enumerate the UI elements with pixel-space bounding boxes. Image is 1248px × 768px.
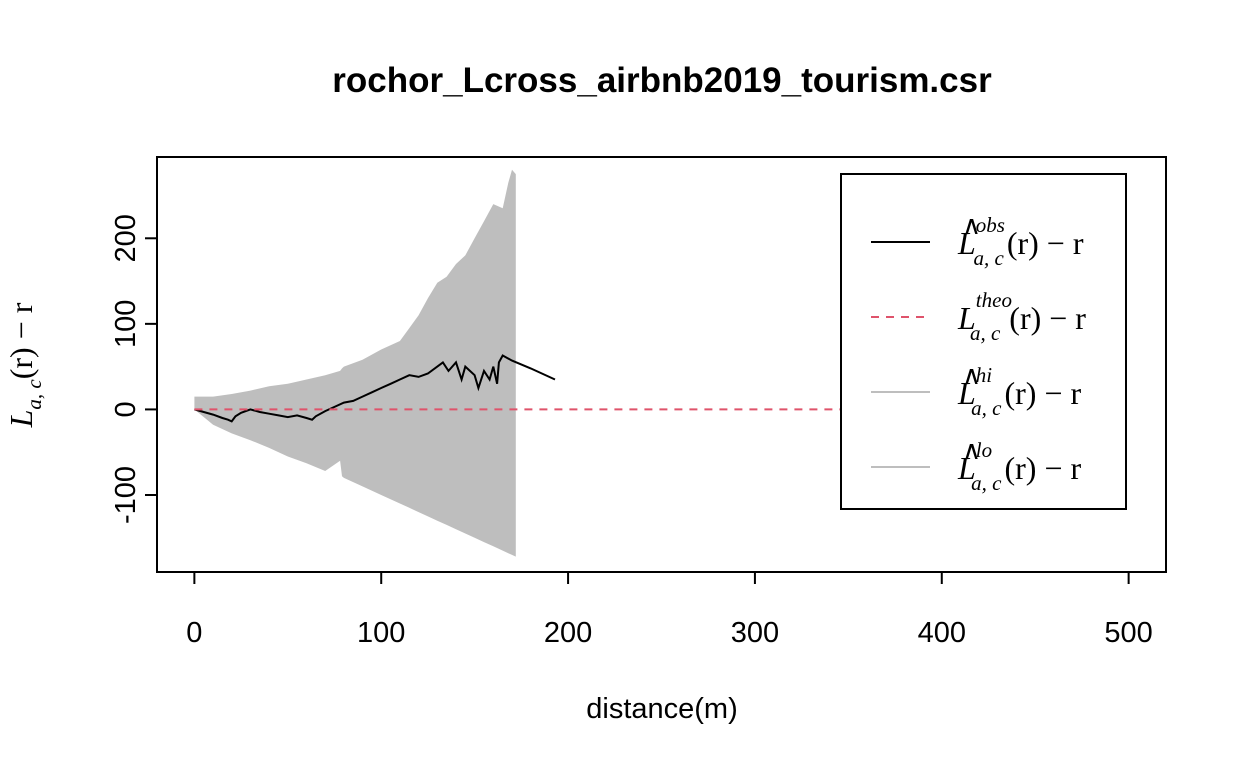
legend-label-lo: Llo a, c(r) − r [957, 438, 1081, 495]
x-axis-label: distance(m) [586, 693, 738, 725]
legend-label-hi: Lhi a, c(r) − r [957, 363, 1081, 420]
x-tick-label: 500 [1104, 617, 1152, 649]
y-axis-label-rest: (r) − r [3, 302, 39, 379]
chart-title: rochor_Lcross_airbnb2019_tourism.csr [332, 61, 992, 100]
legend-label-obs: Lobs a, c(r) − r [957, 213, 1084, 270]
y-axis-label-base: L [3, 410, 39, 429]
series-layer [194, 354, 1073, 423]
y-axis-label: La, c(r) − r [3, 302, 46, 428]
legend-item-lo: ∧Llo a, c(r) − r [871, 436, 1081, 495]
x-tick-label: 300 [731, 617, 779, 649]
y-tick-label: 100 [110, 300, 142, 348]
x-tick-label: 200 [544, 617, 592, 649]
series-obs-line [194, 354, 556, 423]
legend-item-obs: ∧Lobs a, c(r) − r [871, 211, 1084, 270]
legend-hat-lo: ∧ [962, 436, 981, 465]
legend-label-theo: Ltheo a, c (r) − r [957, 288, 1086, 345]
x-axis: 0 100 200 300 400 500 [186, 571, 1153, 649]
y-axis-label-sub: a, c [22, 379, 46, 410]
y-tick-label: -100 [110, 466, 142, 524]
x-tick-label: 0 [186, 617, 202, 649]
x-tick-label: 100 [357, 617, 405, 649]
y-tick-label: 0 [110, 401, 142, 417]
envelope-layer [194, 169, 516, 557]
legend-hat-obs: ∧ [962, 211, 981, 240]
legend-item-theo: Ltheo a, c (r) − r [871, 288, 1086, 345]
legend-item-hi: ∧Lhi a, c(r) − r [871, 361, 1081, 420]
legend-box [840, 173, 1127, 510]
svg-text:La, c(r) − r: La, c(r) − r [3, 302, 46, 428]
x-tick-label: 400 [918, 617, 966, 649]
legend-hat-hi: ∧ [962, 361, 981, 390]
y-axis: -100 0 100 200 [110, 214, 158, 524]
y-tick-label: 200 [110, 214, 142, 262]
envelope-band [194, 169, 516, 557]
